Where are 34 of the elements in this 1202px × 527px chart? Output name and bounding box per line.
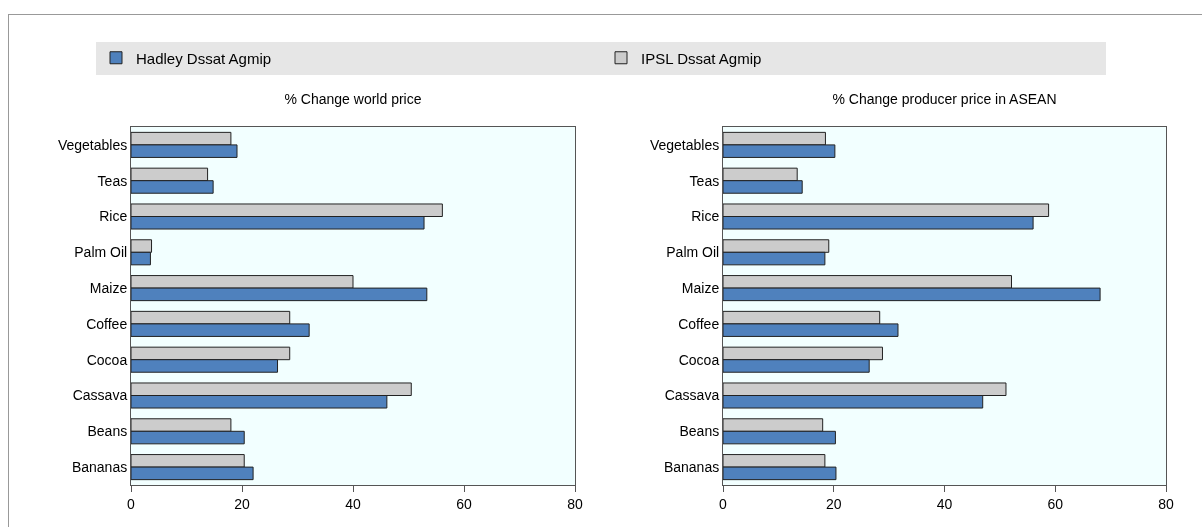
- y-tick-label: Beans: [679, 423, 720, 440]
- chart-title: % Change world price: [284, 90, 422, 107]
- y-tick-label: Beans: [87, 423, 128, 440]
- y-tick-label: Rice: [99, 208, 128, 225]
- x-tick-label: 20: [825, 495, 842, 512]
- x-tick-label: 80: [567, 495, 583, 512]
- y-tick-label: Cocoa: [86, 351, 128, 368]
- y-tick-label: Vegetables: [649, 136, 720, 153]
- y-tick-label: Coffee: [86, 315, 128, 332]
- x-tick-label: 40: [345, 495, 361, 512]
- y-tick-label: Cassava: [664, 387, 720, 404]
- x-tick-label: 60: [1047, 495, 1064, 512]
- legend-label: IPSL Dssat Agmip: [641, 49, 762, 67]
- y-tick-label: Bananas: [663, 459, 720, 475]
- y-tick-label: Cocoa: [678, 351, 720, 368]
- y-tick-label: Teas: [689, 172, 720, 189]
- y-tick-label: Teas: [97, 172, 128, 189]
- x-tick-label: 0: [719, 495, 728, 512]
- y-tick-label: Palm Oil: [74, 244, 128, 261]
- x-tick-label: 80: [1158, 495, 1174, 512]
- y-tick-label: Maize: [681, 280, 720, 296]
- y-tick-label: Cassava: [72, 387, 128, 404]
- x-tick-label: 60: [456, 495, 472, 512]
- y-tick-label: Maize: [89, 280, 128, 296]
- y-tick-label: Bananas: [71, 459, 128, 475]
- chart-title: % Change producer price in ASEAN: [832, 90, 1057, 107]
- x-tick-label: 20: [234, 495, 250, 512]
- legend-label: Hadley Dssat Agmip: [136, 49, 272, 67]
- y-tick-label: Vegetables: [57, 136, 128, 153]
- y-tick-label: Palm Oil: [666, 244, 720, 261]
- x-tick-label: 40: [936, 495, 953, 512]
- x-tick-label: 0: [127, 495, 136, 512]
- y-tick-label: Coffee: [678, 315, 720, 332]
- y-tick-label: Rice: [691, 208, 720, 225]
